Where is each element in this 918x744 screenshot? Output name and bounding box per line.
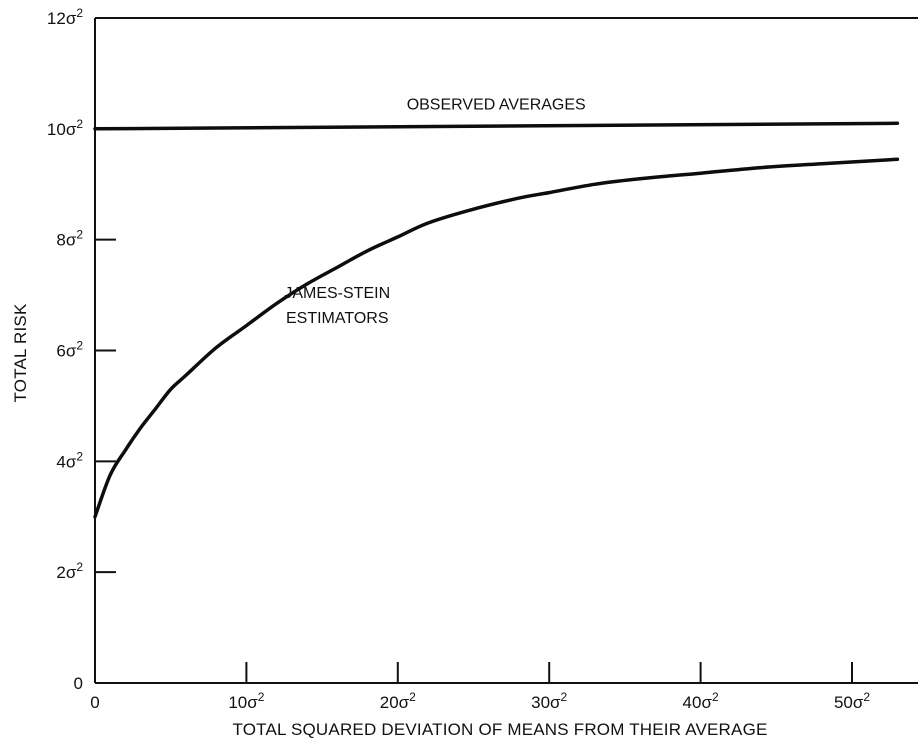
series-layer bbox=[93, 121, 900, 519]
x-axis-title: TOTAL SQUARED DEVIATION OF MEANS FROM TH… bbox=[232, 720, 767, 739]
x-tick-label: 10σ2 bbox=[228, 690, 264, 712]
x-tick-label: 0 bbox=[90, 693, 99, 712]
y-tick-label: 6σ2 bbox=[56, 339, 83, 361]
y-tick-label: 10σ2 bbox=[47, 117, 83, 139]
chart-annotation: OBSERVED AVERAGES bbox=[407, 96, 586, 113]
x-axis-ticks: 0 10σ2 20σ2 30σ2 40σ2 50σ2 bbox=[90, 662, 870, 712]
y-tick-label: 12σ2 bbox=[47, 6, 83, 28]
x-tick-label: 40σ2 bbox=[683, 690, 719, 712]
series-james-stein-curve bbox=[93, 157, 900, 519]
x-tick-label: 50σ2 bbox=[834, 690, 870, 712]
chart-annotation: ESTIMATORS bbox=[286, 310, 389, 327]
y-axis-ticks: 0 2σ2 4σ2 6σ2 8σ2 10σ2 12σ2 bbox=[47, 6, 116, 693]
y-tick-label: 2σ2 bbox=[56, 560, 83, 582]
y-tick-label: 0 bbox=[74, 674, 83, 693]
annotation-layer: OBSERVED AVERAGES JAMES-STEIN ESTIMATORS bbox=[284, 96, 585, 326]
series-observed-averages-line bbox=[93, 121, 900, 131]
y-tick-label: 4σ2 bbox=[56, 449, 83, 471]
y-tick-label: 8σ2 bbox=[56, 228, 83, 250]
chart-annotation: JAMES-STEIN bbox=[284, 285, 390, 302]
x-tick-label: 20σ2 bbox=[380, 690, 416, 712]
y-axis-title: TOTAL RISK bbox=[11, 303, 30, 402]
x-tick-label: 30σ2 bbox=[531, 690, 567, 712]
